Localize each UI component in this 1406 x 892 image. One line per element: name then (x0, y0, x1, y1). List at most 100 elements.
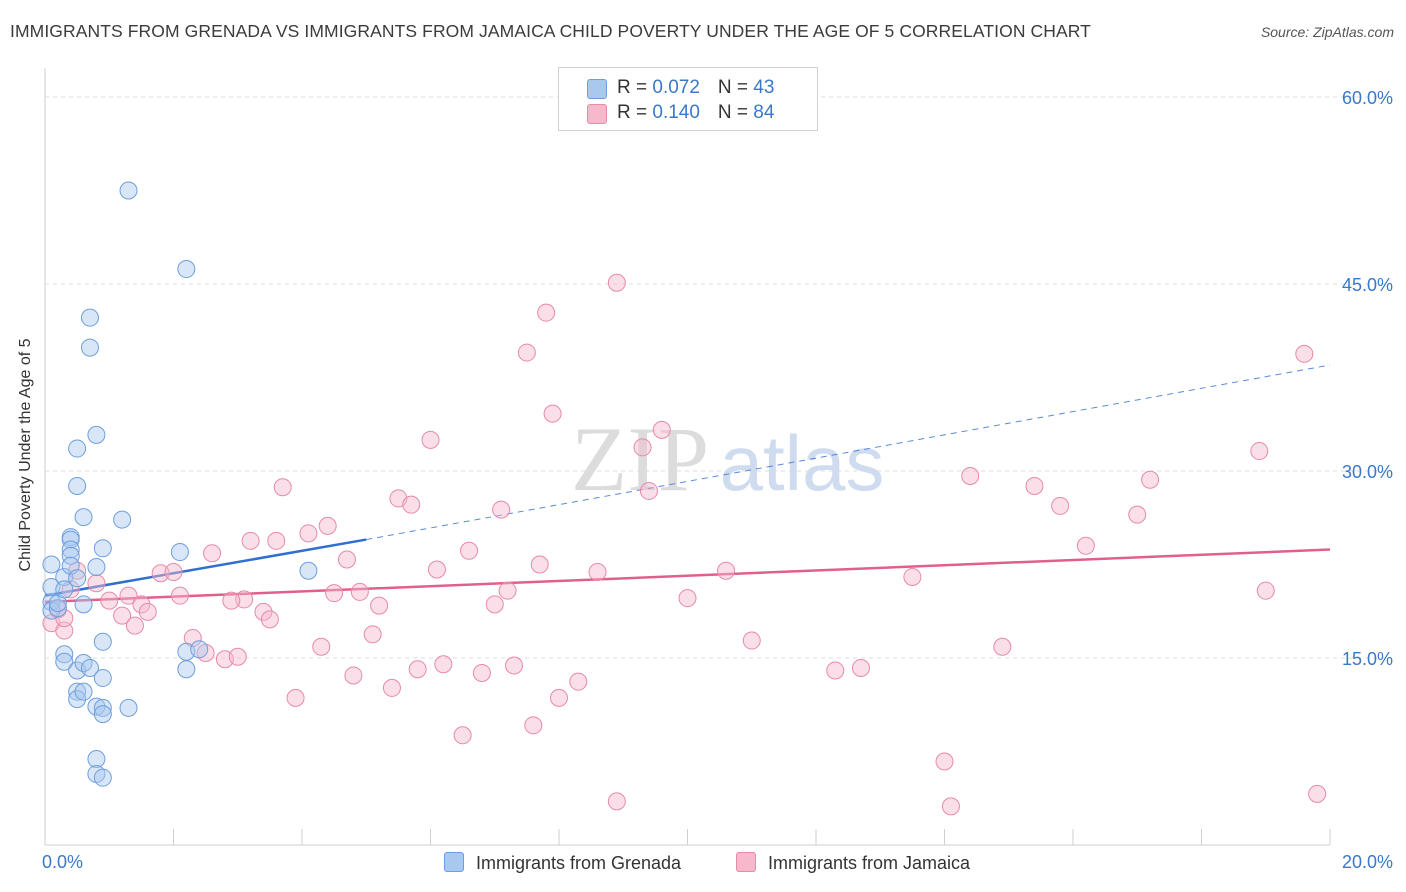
grenada-legend-swatch (444, 852, 464, 872)
jamaica-point (530, 555, 549, 574)
grenada-point (68, 690, 87, 709)
jamaica-point (325, 584, 344, 603)
jamaica-point (492, 500, 511, 519)
n-value: 84 (753, 102, 775, 123)
grenada-point (55, 580, 74, 599)
grenada-point (93, 668, 112, 687)
jamaica-point (421, 430, 440, 449)
jamaica-point (312, 637, 331, 656)
jamaica-point (485, 595, 504, 614)
jamaica-legend-swatch (736, 852, 756, 872)
bottom-legend-grenada: Immigrants from Grenada (444, 852, 681, 874)
grenada-point (119, 181, 138, 200)
grenada-point (48, 599, 67, 618)
grenada-point (80, 338, 99, 357)
grenada-point (55, 645, 74, 664)
r-value: 0.140 (652, 102, 700, 123)
watermark: ZIP atlas (571, 408, 884, 510)
jamaica-point (434, 655, 453, 674)
watermark-zip: ZIP (571, 408, 709, 510)
grenada-point (61, 546, 80, 565)
jamaica-swatch (587, 104, 607, 124)
x-tick-max: 20.0% (1341, 852, 1393, 872)
jamaica-point (151, 564, 170, 583)
grenada-point (74, 595, 93, 614)
n-value: 43 (753, 77, 775, 98)
grid-lines (45, 96, 1392, 659)
grenada-point (61, 540, 80, 559)
grenada-point (119, 698, 138, 717)
jamaica-point (851, 658, 870, 677)
jamaica-point (125, 616, 144, 635)
jamaica-point (350, 582, 369, 601)
y-tick-label: 30.0% (1342, 462, 1393, 482)
jamaica-point (408, 660, 427, 679)
grenada-point (93, 539, 112, 558)
jamaica-point (235, 590, 254, 609)
jamaica-point (524, 716, 543, 735)
y-tick-labels: 15.0% 30.0% 45.0% 60.0% (1342, 88, 1393, 669)
grenada-point (93, 705, 112, 724)
grenada-point (80, 308, 99, 327)
jamaica-point (382, 678, 401, 697)
r-label: R = (617, 102, 653, 123)
jamaica-point (1141, 470, 1160, 489)
jamaica-point (337, 550, 356, 569)
jamaica-point (113, 606, 132, 625)
jamaica-point (254, 602, 273, 621)
grenada-point (93, 632, 112, 651)
jamaica-point (505, 656, 524, 675)
jamaica-point (370, 596, 389, 615)
grenada-point (68, 476, 87, 495)
jamaica-point (1128, 505, 1147, 524)
bottom-legend-jamaica: Immigrants from Jamaica (736, 852, 970, 874)
grenada-point (299, 561, 318, 580)
jamaica-point (517, 343, 536, 362)
grenada-point (55, 652, 74, 671)
grenada-point (55, 567, 74, 586)
jamaica-point (119, 586, 138, 605)
jamaica-point (273, 478, 292, 497)
source-label: Source: ZipAtlas.com (1260, 24, 1394, 40)
jamaica-point (1308, 784, 1327, 803)
n-label: N = (717, 77, 754, 98)
jamaica-point (132, 595, 151, 614)
jamaica-point (1051, 496, 1070, 515)
jamaica-point (550, 688, 568, 707)
jamaica-point (1295, 344, 1314, 363)
stats-legend: R = 0.072 N = 43 R = 0.140 N = 84 (558, 67, 818, 131)
jamaica-point (363, 625, 382, 644)
grenada-point (68, 682, 87, 701)
jamaica-point (286, 688, 305, 707)
jamaica-point (537, 303, 556, 322)
grenada-point (87, 749, 106, 768)
jamaica-point (588, 562, 607, 581)
jamaica-point (941, 797, 960, 816)
jamaica-point (344, 666, 363, 685)
grenada-point (68, 439, 87, 458)
jamaica-point (453, 726, 472, 745)
grenada-point (87, 425, 106, 444)
jamaica-point (498, 581, 517, 600)
grenada-point (177, 260, 196, 279)
jamaica-point (826, 661, 845, 680)
grenada-legend-label: Immigrants from Grenada (476, 853, 682, 873)
jamaica-point (460, 541, 479, 560)
jamaica-point (1250, 442, 1269, 461)
grenada-point (170, 543, 189, 562)
grenada-point (74, 508, 93, 527)
grenada-point (93, 768, 112, 787)
jamaica-point (903, 567, 922, 586)
jamaica-point (260, 610, 279, 629)
jamaica-point (241, 531, 260, 550)
y-axis-label: Child Poverty Under the Age of 5 (17, 338, 34, 572)
jamaica-point (170, 586, 189, 605)
grenada-point (80, 658, 99, 677)
jamaica-point (299, 524, 318, 543)
jamaica-point (222, 591, 241, 610)
jamaica-point (717, 561, 736, 580)
n-label: N = (717, 102, 754, 123)
watermark-atlas: atlas (720, 419, 885, 507)
axes (44, 68, 1331, 846)
